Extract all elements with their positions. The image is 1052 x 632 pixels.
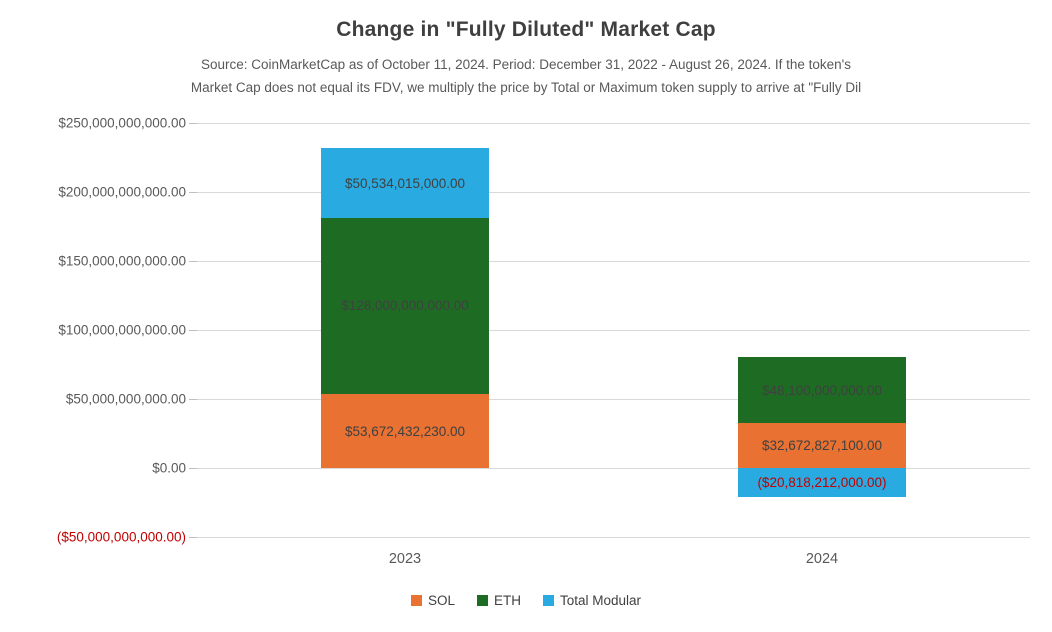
chart-title: Change in "Fully Diluted" Market Cap <box>336 18 716 41</box>
y-axis-label: $100,000,000,000.00 <box>58 322 186 338</box>
bar-segment-sol-2024: $32,672,827,100.00 <box>738 423 906 468</box>
y-axis-label: $0.00 <box>152 460 186 476</box>
bar-segment-sol-2023: $53,672,432,230.00 <box>321 394 489 468</box>
legend-swatch-icon <box>542 595 554 606</box>
legend-swatch-icon <box>476 595 488 606</box>
legend-label: Total Modular <box>559 593 642 608</box>
data-label: $53,672,432,230.00 <box>344 423 466 439</box>
y-axis-label: $150,000,000,000.00 <box>58 253 186 269</box>
gridline <box>196 192 1030 193</box>
data-label: ($20,818,212,000.00) <box>757 475 887 490</box>
y-axis-tick <box>189 192 197 193</box>
data-label: $128,000,000,000.00 <box>341 298 469 313</box>
subtitle-line-1: Source: CoinMarketCap as of October 11, … <box>201 57 851 72</box>
legend-item-sol: SOL <box>410 593 455 608</box>
gridline <box>196 123 1030 124</box>
bar-segment-eth-2023: $128,000,000,000.00 <box>321 217 489 394</box>
gridline <box>196 330 1030 331</box>
data-label: $50,534,015,000.00 <box>344 175 466 191</box>
legend: SOL ETH Total Modular <box>0 593 1052 608</box>
y-axis-tick <box>189 123 197 124</box>
gridline <box>196 537 1030 538</box>
y-axis-tick <box>189 399 197 400</box>
y-axis-label: ($50,000,000,000.00) <box>56 529 186 545</box>
data-label: $32,672,827,100.00 <box>761 438 883 453</box>
y-axis-label: $50,000,000,000.00 <box>65 391 186 407</box>
data-label: $48,100,000,000.00 <box>761 382 883 398</box>
gridline <box>196 261 1030 262</box>
bar-segment-eth-2024: $48,100,000,000.00 <box>738 357 906 423</box>
bar-segment-total-modular-2023: $50,534,015,000.00 <box>321 148 489 218</box>
gridline <box>196 468 1030 469</box>
legend-label: SOL <box>427 593 455 608</box>
y-axis-tick <box>189 537 197 538</box>
y-axis-tick <box>189 261 197 262</box>
y-axis-tick <box>189 330 197 331</box>
chart-subtitle: Source: CoinMarketCap as of October 11, … <box>0 53 1052 99</box>
bar-segment-total-modular-2024: ($20,818,212,000.00) <box>738 468 906 497</box>
legend-label: ETH <box>493 593 521 608</box>
y-axis-tick <box>189 468 197 469</box>
y-axis-label: $250,000,000,000.00 <box>58 115 186 131</box>
x-axis-label-2024: 2024 <box>805 551 839 567</box>
legend-item-eth: ETH <box>476 593 521 608</box>
legend-item-total-modular: Total Modular <box>542 593 642 608</box>
legend-swatch-icon <box>410 595 422 606</box>
y-axis-label: $200,000,000,000.00 <box>58 184 186 200</box>
x-axis-label-2023: 2023 <box>388 551 422 567</box>
gridline <box>196 399 1030 400</box>
subtitle-line-2: Market Cap does not equal its FDV, we mu… <box>190 80 862 95</box>
